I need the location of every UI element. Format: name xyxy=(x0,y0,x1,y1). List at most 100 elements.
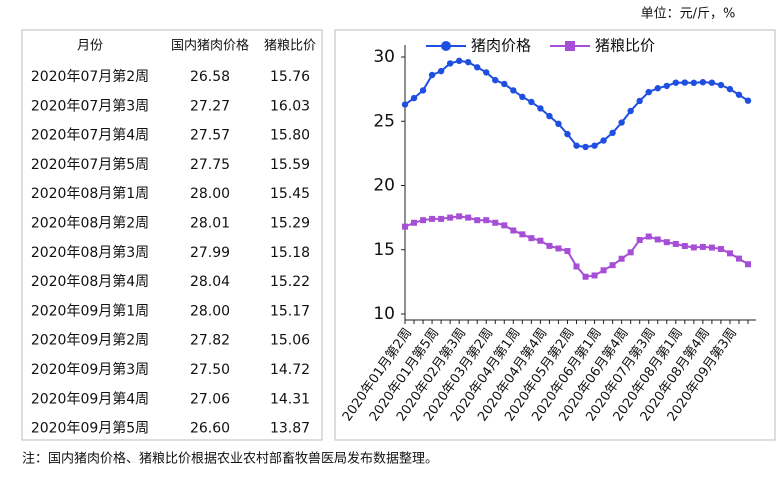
point xyxy=(564,130,571,138)
point xyxy=(735,255,742,262)
point xyxy=(636,236,643,243)
table-cell: 2020年07月第2周 xyxy=(31,68,149,85)
point xyxy=(573,142,580,149)
table-cell: 2020年07月第5周 xyxy=(31,156,149,173)
table-frame xyxy=(21,29,323,441)
point xyxy=(555,120,562,128)
point xyxy=(483,69,490,76)
table-cell: 27.50 xyxy=(190,362,230,378)
point xyxy=(726,85,734,93)
legend-marker xyxy=(441,41,451,51)
point xyxy=(681,243,688,250)
point xyxy=(446,60,454,67)
point xyxy=(663,82,670,90)
table-cell: 14.72 xyxy=(270,362,310,378)
table-header: 月份 xyxy=(77,39,103,54)
point xyxy=(438,215,445,222)
point xyxy=(591,272,598,279)
point xyxy=(537,105,544,112)
point xyxy=(600,267,607,274)
point xyxy=(455,57,463,65)
point xyxy=(474,64,481,71)
point xyxy=(528,235,535,242)
point xyxy=(429,215,436,222)
point xyxy=(627,107,634,115)
table-cell: 28.01 xyxy=(190,216,230,232)
point xyxy=(537,237,544,244)
table-cell: 15.06 xyxy=(270,333,310,349)
point xyxy=(501,222,508,229)
table-cell: 16.03 xyxy=(270,98,310,114)
point xyxy=(465,214,472,221)
table-cell: 2020年09月第1周 xyxy=(31,302,149,319)
point xyxy=(546,112,553,120)
point xyxy=(564,248,571,255)
chart-frame xyxy=(334,29,776,441)
point xyxy=(410,94,418,102)
table-cell: 27.99 xyxy=(190,245,230,261)
point xyxy=(600,137,607,144)
point xyxy=(519,93,526,101)
point xyxy=(735,91,743,98)
table-header: 猪粮比价 xyxy=(264,39,316,54)
point xyxy=(492,76,499,84)
point xyxy=(745,261,751,268)
point xyxy=(717,81,725,89)
point xyxy=(609,262,616,269)
table-cell: 15.17 xyxy=(270,303,310,319)
table-cell: 15.29 xyxy=(270,216,310,232)
point xyxy=(492,219,499,226)
point xyxy=(645,88,652,96)
y-tick-label: 25 xyxy=(373,111,395,131)
point xyxy=(402,223,408,230)
table-cell: 27.75 xyxy=(190,157,230,173)
table-header: 国内猪肉价格 xyxy=(171,38,249,54)
table-cell: 2020年09月第2周 xyxy=(31,332,149,349)
table-cell: 2020年08月第2周 xyxy=(31,215,149,232)
point xyxy=(437,67,445,75)
legend-label: 猪粮比价 xyxy=(595,37,655,55)
table-cell: 28.04 xyxy=(190,274,230,290)
table-cell: 26.60 xyxy=(190,421,230,437)
table-cell: 2020年09月第5周 xyxy=(31,420,149,437)
table-cell: 2020年07月第4周 xyxy=(31,127,149,144)
table-cell: 26.58 xyxy=(190,69,230,85)
table-cell: 15.59 xyxy=(270,157,310,173)
legend-label: 猪肉价格 xyxy=(471,37,531,55)
footnote: 注：国内猪肉价格、猪粮比价根据农业农村部畜牧兽医局发布数据整理。 xyxy=(22,451,438,467)
point xyxy=(546,242,553,249)
point xyxy=(708,79,716,86)
point xyxy=(699,78,707,86)
point xyxy=(582,273,589,280)
point xyxy=(609,129,616,137)
point xyxy=(690,79,698,87)
y-tick-label: 15 xyxy=(373,240,395,260)
point xyxy=(699,243,706,250)
y-tick-label: 10 xyxy=(373,304,395,324)
point xyxy=(464,58,472,66)
table-cell: 27.27 xyxy=(190,98,230,114)
point xyxy=(654,236,661,243)
point xyxy=(528,98,535,106)
point xyxy=(618,119,625,126)
y-tick-label: 20 xyxy=(373,176,395,196)
point xyxy=(708,244,715,251)
point xyxy=(474,217,481,224)
table-cell: 28.00 xyxy=(190,303,230,319)
point xyxy=(401,101,409,108)
point xyxy=(501,80,508,88)
table-cell: 27.57 xyxy=(190,128,230,144)
table-cell: 27.06 xyxy=(190,391,230,407)
point xyxy=(591,142,598,149)
unit-note: 单位：元/斤，% xyxy=(641,7,736,22)
table-cell: 28.00 xyxy=(190,186,230,202)
point xyxy=(618,255,625,262)
table-cell: 15.76 xyxy=(270,69,310,85)
point xyxy=(690,244,697,251)
point xyxy=(420,217,427,224)
point xyxy=(456,213,463,220)
point xyxy=(582,143,589,151)
point xyxy=(654,85,661,92)
point xyxy=(573,263,580,270)
